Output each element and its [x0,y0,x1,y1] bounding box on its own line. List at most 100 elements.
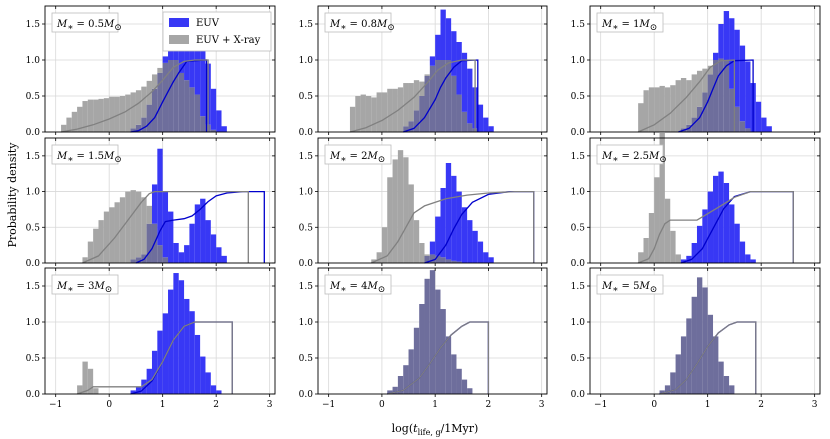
histogram-bar-xray [654,177,660,263]
histogram-bar-overlap [713,336,719,394]
histogram-bar-overlap [424,75,430,132]
y-tick-label: 1.0 [26,318,41,328]
histogram-bar-euv [435,216,441,256]
y-tick-label: 1.5 [571,20,586,30]
axes-frame [317,267,548,395]
histogram-bar-overlap [451,354,457,394]
histogram-bar-xray [643,90,649,132]
histogram-bar-overlap [696,277,703,394]
histogram-bar-xray [93,99,99,132]
histogram-bar-xray [397,150,404,263]
histogram-bar-euv [157,330,163,394]
histogram-bar-overlap [445,60,452,132]
histogram-bar-xray [66,117,72,132]
y-tick-label: 0.0 [299,128,314,138]
mass-label: M∗ = 5M⊙ [601,281,657,295]
histogram-bar-xray [376,92,382,132]
axes-frame [44,267,276,395]
histogram-bar-euv [178,252,185,263]
histogram-bar-xray [392,159,398,263]
histogram-bar-overlap [429,254,436,263]
histogram-bar-euv [151,184,158,224]
panel-6: 0.0 0.5 1.0 1.5 M∗ = 2.5M⊙ [571,133,821,269]
histogram-bar-xray [71,111,78,132]
mass-label: M∗ = 2.5M⊙ [601,151,667,165]
histogram-bar-euv [435,34,441,60]
y-tick-label: 1.5 [26,20,41,30]
histogram-bar-euv [696,225,703,263]
histogram-bar-overlap [419,304,425,394]
histogram-bar-overlap [413,327,420,394]
cdf-line-xray [387,321,490,395]
x-tick-label: −1 [322,400,335,410]
mass-label: M∗ = 0.5M⊙ [56,19,122,33]
y-tick-label: 0.0 [26,390,41,400]
histogram-bar-overlap [189,87,195,132]
mass-label: M∗ = 4M⊙ [329,281,385,295]
histogram-bar-euv [429,241,436,255]
histogram-bar-euv [194,204,201,263]
histogram-bar-xray [141,197,147,255]
histogram-bar-overlap [445,259,452,263]
histogram-bar-euv [429,56,436,66]
histogram-bar-euv [184,245,190,263]
x-axis-label-suffix: /1Myr) [441,422,479,435]
histogram-bar-euv [200,198,206,263]
histogram-bar-xray [397,87,404,132]
x-tick-label: 0 [379,400,385,410]
histogram-bar-euv [178,280,185,394]
y-tick-label: 0.0 [299,390,314,400]
histogram-bar-euv [750,259,756,263]
histogram-bar-euv [216,110,222,132]
histogram-bar-overlap [675,354,681,394]
histogram-bar-xray [146,80,152,105]
histogram-bar-xray [680,78,687,129]
histogram-bar-overlap [467,388,473,394]
histogram-bar-euv [713,175,719,263]
histogram-bar-euv [723,11,730,60]
y-tick-label: 0.0 [571,259,586,269]
y-tick-label: 1.5 [299,20,314,30]
y-tick-label: 1.0 [571,188,586,198]
histogram-bar-xray [691,74,697,118]
y-tick-label: 1.0 [299,188,314,198]
histogram-bar-overlap [435,289,441,394]
histogram-bar-euv [488,126,494,132]
legend-label-xray: EUV + X-ray [196,35,261,46]
histogram-bar-overlap [403,365,409,394]
y-tick-label: 1.5 [299,282,314,292]
y-tick-label: 1.0 [299,318,314,328]
histogram-bar-overlap [440,60,446,132]
histogram-bar-euv [168,211,174,263]
histogram-bar-xray [130,92,136,129]
histogram-bar-euv [734,29,740,107]
histogram-bar-euv [761,117,767,132]
histogram-bar-xray [87,241,94,263]
mass-label-box [51,144,119,165]
histogram-bar-euv [162,191,169,258]
mass-label: M∗ = 1M⊙ [601,19,657,33]
histogram-bar-overlap [194,94,201,132]
histogram-bar-xray [114,202,120,263]
histogram-bar-euv [483,117,489,132]
histogram-bar-euv [456,42,462,95]
histogram-bar-euv [200,47,206,117]
histogram-bar-overlap [745,128,751,132]
histogram-bar-xray [125,191,131,263]
histogram-bar-overlap [707,74,714,132]
histogram-bar-overlap [413,110,420,132]
histogram-bar-xray [702,68,708,93]
histogram-bar-xray [670,85,676,132]
histogram-bar-euv [707,191,714,263]
panel-7: −1 0 1 2 3 0.0 0.5 1.0 1.5 M∗ = 3M⊙ [26,267,276,410]
x-axis-label: log(tlife, g/1Myr) [392,422,479,437]
x-tick-label: −1 [49,400,62,410]
histogram-bar-overlap [729,385,735,394]
mass-label-box [51,12,119,33]
y-tick-label: 1.5 [26,152,41,162]
histogram-bar-xray [349,106,356,132]
histogram-bar-overlap [135,257,142,263]
histogram-bar-xray [659,133,665,263]
histogram-bar-euv [210,234,217,263]
axes-frame [317,137,548,264]
